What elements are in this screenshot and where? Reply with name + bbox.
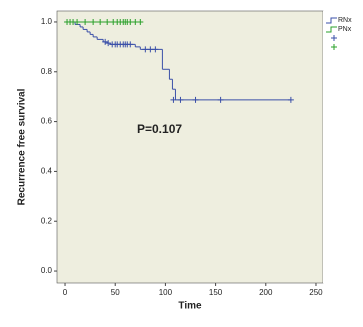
x-tick-label: 250 bbox=[309, 288, 323, 297]
legend-line bbox=[326, 17, 337, 24]
censor-mark bbox=[127, 41, 134, 48]
legend-area bbox=[323, 11, 361, 283]
censor-mark bbox=[104, 18, 111, 25]
x-tick-label: 100 bbox=[159, 288, 173, 297]
censor-mark bbox=[192, 96, 199, 103]
x-tick-label: 200 bbox=[259, 288, 273, 297]
censor-mark bbox=[127, 18, 134, 25]
legend-line bbox=[326, 26, 337, 33]
censor-mark bbox=[74, 18, 81, 25]
plot-area bbox=[56, 10, 324, 284]
legend-label: RNx bbox=[338, 17, 352, 24]
censor-mark bbox=[137, 18, 144, 25]
x-tick-label: 0 bbox=[63, 288, 68, 297]
censor-mark bbox=[177, 96, 184, 103]
y-tick-label: 1.0 bbox=[41, 17, 53, 26]
x-axis-label: Time bbox=[178, 301, 202, 312]
censor-mark bbox=[152, 46, 159, 53]
censor-mark bbox=[82, 18, 89, 25]
p-value: P=0.107 bbox=[137, 122, 182, 136]
y-axis-label: Recurrence free survival bbox=[17, 88, 28, 205]
censor-mark bbox=[170, 96, 177, 103]
censor-mark bbox=[331, 35, 337, 41]
censor-mark bbox=[105, 40, 112, 47]
censor-mark bbox=[90, 18, 97, 25]
censor-mark bbox=[97, 18, 104, 25]
y-tick-label: 0.0 bbox=[41, 266, 53, 275]
censor-mark bbox=[142, 46, 149, 53]
censor-mark bbox=[217, 96, 224, 103]
censor-mark bbox=[102, 38, 109, 45]
y-tick-label: 0.4 bbox=[41, 167, 53, 176]
y-tick-label: 0.8 bbox=[41, 67, 53, 76]
censor-mark bbox=[147, 46, 154, 53]
x-tick-label: 150 bbox=[209, 288, 223, 297]
censor-mark bbox=[287, 96, 294, 103]
legend-label: PNx bbox=[338, 26, 352, 33]
y-tick-label: 0.6 bbox=[41, 117, 53, 126]
censor-mark bbox=[132, 18, 139, 25]
censor-mark bbox=[331, 44, 337, 50]
x-tick-label: 50 bbox=[111, 288, 120, 297]
y-tick-label: 0.2 bbox=[41, 216, 53, 225]
